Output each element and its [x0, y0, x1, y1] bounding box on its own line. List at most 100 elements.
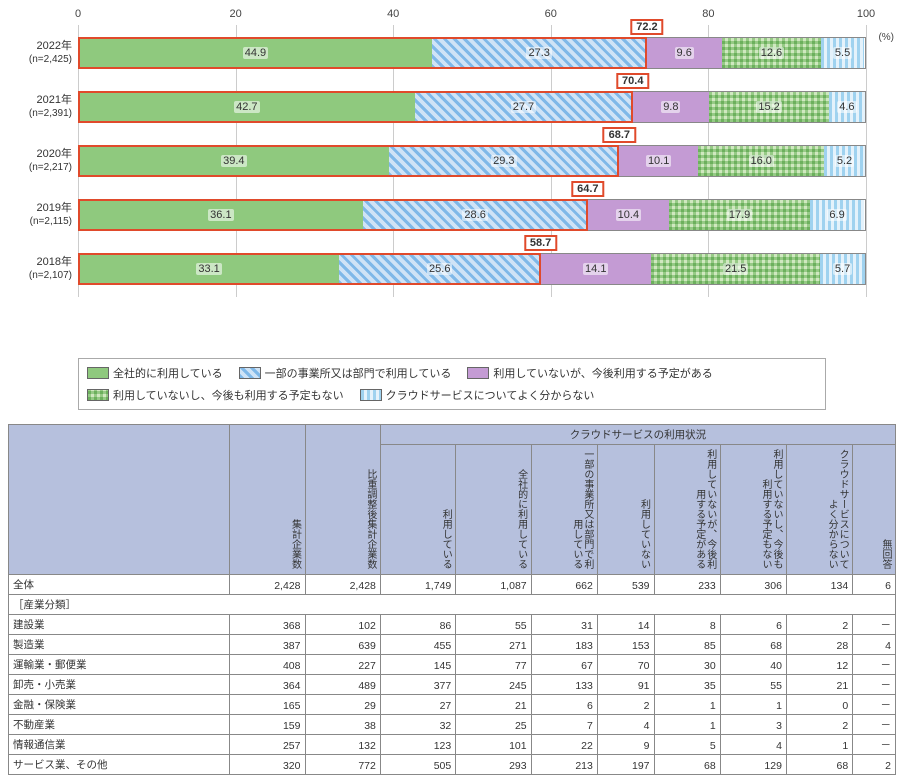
bar-segment: 36.1: [79, 200, 363, 230]
table-row: 不動産業15938322574132－: [9, 715, 896, 735]
data-cell: 293: [456, 755, 531, 775]
bar-segment: 27.3: [432, 38, 647, 68]
data-cell: 91: [597, 675, 654, 695]
table-row: 金融・保険業16529272162110－: [9, 695, 896, 715]
bar-wrap: 33.125.614.121.55.758.7: [78, 249, 866, 289]
chart-row: 2021年(n=2,391)42.727.79.815.24.670.4: [8, 80, 896, 134]
table-row: 建設業36810286553114862－: [9, 615, 896, 635]
sum-callout: 58.7: [524, 235, 557, 251]
data-cell: 159: [230, 715, 305, 735]
axis-unit: (%): [878, 32, 894, 43]
col-header: クラウドサービスについてよく分からない: [786, 445, 852, 575]
data-cell: 489: [305, 675, 380, 695]
data-cell: －: [853, 735, 896, 755]
data-cell: 7: [531, 715, 597, 735]
data-cell: 101: [456, 735, 531, 755]
bar-segment: 28.6: [363, 200, 588, 230]
industry-breakdown-table: 集計企業数比重調整後集計企業数クラウドサービスの利用状況利用している全社的に利用…: [8, 424, 896, 775]
data-cell: 3: [720, 715, 786, 735]
table-row: 運輸業・郵便業408227145776770304012－: [9, 655, 896, 675]
col-header: 集計企業数: [230, 425, 305, 575]
col-header: 一部の事業所又は部門で利用している: [531, 445, 597, 575]
data-cell: 2: [786, 715, 852, 735]
data-cell: 245: [456, 675, 531, 695]
bar-segment: 42.7: [79, 92, 415, 122]
data-cell: 2,428: [230, 575, 305, 595]
chart-row: 2022年(n=2,425)44.927.39.612.65.572.2: [8, 26, 896, 80]
legend-item: 利用していないが、今後利用する予定がある: [467, 365, 712, 381]
bar-segment: 44.9: [79, 38, 432, 68]
data-cell: 4: [720, 735, 786, 755]
bar-wrap: 36.128.610.417.96.964.7: [78, 195, 866, 235]
data-cell: 21: [456, 695, 531, 715]
data-cell: 134: [786, 575, 852, 595]
data-cell: 227: [305, 655, 380, 675]
data-cell: 1: [654, 715, 720, 735]
data-cell: 1: [720, 695, 786, 715]
data-cell: 86: [380, 615, 455, 635]
data-cell: 320: [230, 755, 305, 775]
data-cell: 8: [654, 615, 720, 635]
data-cell: 31: [531, 615, 597, 635]
data-cell: 102: [305, 615, 380, 635]
data-cell: 4: [597, 715, 654, 735]
col-header: 比重調整後集計企業数: [305, 425, 380, 575]
legend-item: 一部の事業所又は部門で利用している: [239, 365, 452, 381]
bar-segment: 12.6: [722, 38, 821, 68]
data-cell: 639: [305, 635, 380, 655]
data-cell: 38: [305, 715, 380, 735]
data-cell: 9: [597, 735, 654, 755]
data-cell: 377: [380, 675, 455, 695]
legend-label: 全社的に利用している: [113, 365, 223, 381]
data-cell: 165: [230, 695, 305, 715]
data-cell: 132: [305, 735, 380, 755]
data-cell: 145: [380, 655, 455, 675]
legend-label: 一部の事業所又は部門で利用している: [265, 365, 452, 381]
data-cell: 455: [380, 635, 455, 655]
data-cell: －: [853, 675, 896, 695]
data-cell: 539: [597, 575, 654, 595]
axis-tick: 40: [387, 8, 399, 20]
data-cell: －: [853, 715, 896, 735]
row-label-cell: 不動産業: [9, 715, 230, 735]
data-cell: 29: [305, 695, 380, 715]
legend-label: 利用していないが、今後利用する予定がある: [493, 365, 712, 381]
bar-segment: 21.5: [651, 254, 820, 284]
data-cell: 68: [654, 755, 720, 775]
axis-tick: 100: [857, 8, 875, 20]
table-row: 情報通信業257132123101229541－: [9, 735, 896, 755]
data-cell: 233: [654, 575, 720, 595]
bar-wrap: 44.927.39.612.65.572.2: [78, 33, 866, 73]
data-cell: 2: [853, 755, 896, 775]
col-header: 全社的に利用している: [456, 445, 531, 575]
data-cell: 12: [786, 655, 852, 675]
sum-callout: 68.7: [603, 127, 636, 143]
row-label-cell: 全体: [9, 575, 230, 595]
data-cell: 55: [456, 615, 531, 635]
data-cell: 123: [380, 735, 455, 755]
bar-segment: 4.6: [829, 92, 865, 122]
data-cell: 133: [531, 675, 597, 695]
data-cell: 28: [786, 635, 852, 655]
data-cell: 2,428: [305, 575, 380, 595]
bar-wrap: 42.727.79.815.24.670.4: [78, 87, 866, 127]
chart-row: 2018年(n=2,107)33.125.614.121.55.758.7: [8, 242, 896, 296]
data-cell: 129: [720, 755, 786, 775]
row-label-cell: 情報通信業: [9, 735, 230, 755]
data-cell: 1,087: [456, 575, 531, 595]
data-cell: 68: [786, 755, 852, 775]
data-cell: －: [853, 695, 896, 715]
data-cell: 1: [654, 695, 720, 715]
data-cell: 14: [597, 615, 654, 635]
data-cell: 153: [597, 635, 654, 655]
bar-segment: 17.9: [669, 200, 810, 230]
data-cell: 21: [786, 675, 852, 695]
chart-legend: 全社的に利用している 一部の事業所又は部門で利用している 利用していないが、今後利用…: [78, 358, 826, 410]
data-cell: 183: [531, 635, 597, 655]
chart-row: 2019年(n=2,115)36.128.610.417.96.964.7: [8, 188, 896, 242]
data-cell: 40: [720, 655, 786, 675]
data-cell: 1: [786, 735, 852, 755]
col-header: 利用していないし、今後も利用する予定もない: [720, 445, 786, 575]
data-cell: 662: [531, 575, 597, 595]
row-label-cell: 卸売・小売業: [9, 675, 230, 695]
